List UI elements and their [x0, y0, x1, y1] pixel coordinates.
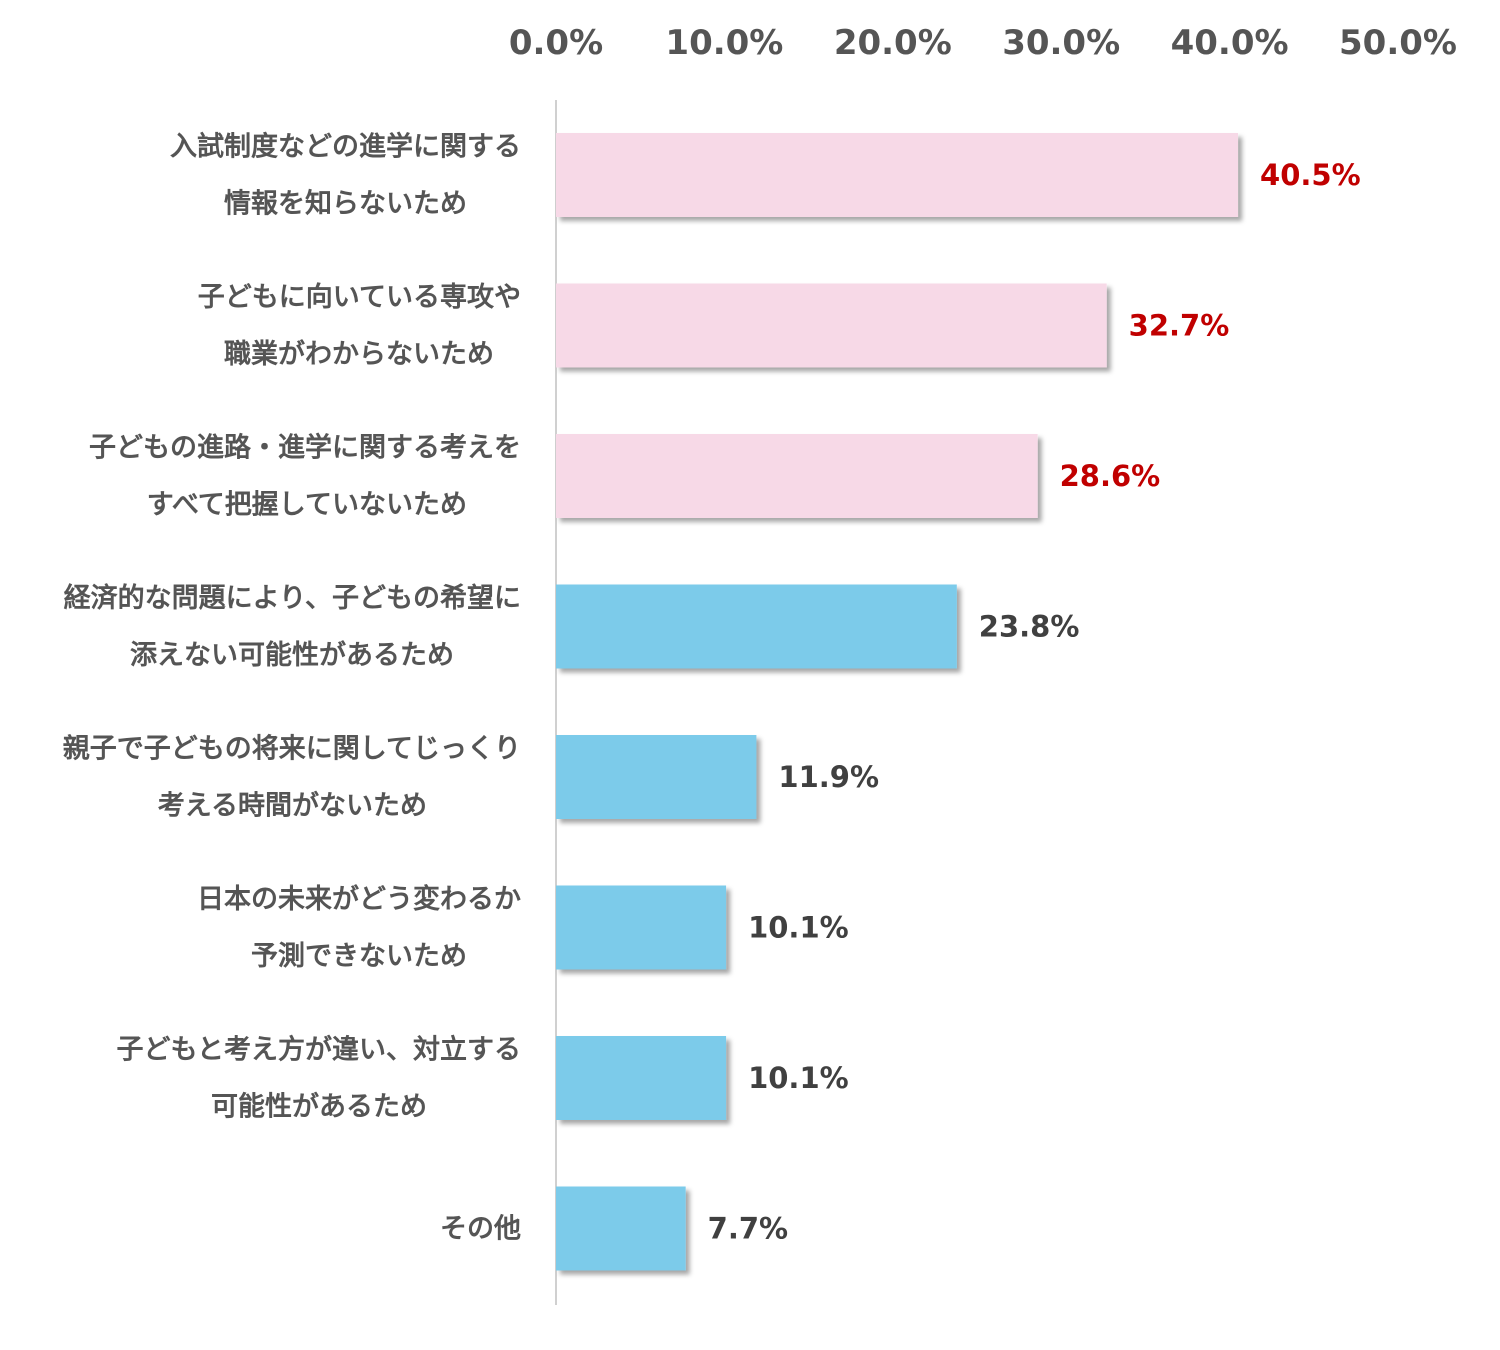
- x-tick-label: 40.0%: [1171, 23, 1289, 63]
- bar-value-label: 28.6%: [1060, 459, 1161, 493]
- bar: [556, 283, 1107, 368]
- bar-value-label: 10.1%: [748, 1061, 849, 1095]
- category-label: その他: [440, 1214, 521, 1245]
- bar-value-label: 7.7%: [708, 1212, 788, 1246]
- bar-value-label: 40.5%: [1260, 158, 1361, 192]
- bar-value-label: 11.9%: [778, 760, 879, 794]
- bar: [556, 885, 727, 970]
- x-axis-ticks: 0.0% 10.0% 20.0% 30.0% 40.0% 50.0%: [509, 23, 1457, 63]
- category-labels: 入試制度などの進学に関する情報を知らないため子どもに向いている専攻や職業がわから…: [63, 131, 521, 1245]
- category-label: 考える時間がないため: [158, 790, 427, 822]
- x-tick-label: 10.0%: [665, 23, 783, 63]
- bar-value-label: 10.1%: [748, 911, 849, 945]
- category-label: 経済的な問題により、子どもの希望に: [64, 582, 521, 614]
- x-tick-label: 30.0%: [1002, 23, 1120, 63]
- category-label: 入試制度などの進学に関する: [170, 131, 521, 163]
- bar: [556, 735, 757, 819]
- x-tick-label: 20.0%: [834, 23, 952, 63]
- x-tick-label: 50.0%: [1339, 23, 1457, 63]
- bar: [556, 1186, 686, 1271]
- bar: [556, 133, 1239, 217]
- category-label: すべて把握していないため: [147, 490, 467, 521]
- category-label: 予測できないため: [251, 941, 467, 972]
- bar-value-label: 32.7%: [1129, 309, 1230, 343]
- category-label: 親子で子どもの将来に関してじっくり: [63, 734, 521, 765]
- bar: [556, 1036, 727, 1120]
- bars: [556, 133, 1239, 1271]
- bar-value-label: 23.8%: [979, 610, 1080, 644]
- category-label: 情報を知らないため: [224, 189, 467, 220]
- category-label: 子どもと考え方が違い、対立する: [117, 1034, 521, 1066]
- category-label: 子どもの進路・進学に関する考えを: [89, 432, 521, 464]
- value-labels: 40.5% 32.7% 28.6% 23.8% 11.9% 10.1% 10.1% 7.7%: [708, 158, 1361, 1246]
- bar: [556, 584, 957, 669]
- x-tick-label: 0.0%: [509, 23, 603, 63]
- category-label: 職業がわからないため: [224, 338, 494, 370]
- category-label: 添えない可能性があるため: [130, 639, 454, 671]
- category-label: 子どもに向いている専攻や: [198, 281, 521, 313]
- bar: [556, 434, 1038, 518]
- category-label: 可能性があるため: [211, 1091, 427, 1123]
- category-label: 日本の未来がどう変わるか: [197, 883, 521, 915]
